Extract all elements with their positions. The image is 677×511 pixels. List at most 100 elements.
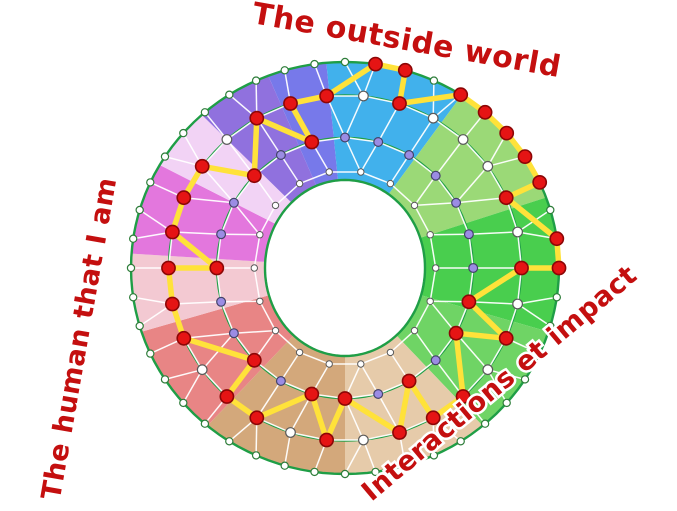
mesh-edge — [253, 267, 261, 302]
red-node — [392, 425, 407, 440]
mesh-edge — [274, 330, 301, 353]
node-mid-inner — [228, 197, 239, 208]
node-inner — [295, 348, 304, 357]
node-mid-inner — [275, 150, 286, 161]
node-mid-outer — [457, 134, 469, 145]
mesh-edge — [414, 202, 457, 207]
node-mid-outer — [358, 434, 369, 446]
mesh-edge — [172, 301, 222, 305]
red-node — [453, 87, 469, 103]
red-node — [425, 410, 441, 426]
node-inner — [410, 201, 419, 210]
ring-outline-3 — [263, 178, 427, 358]
mesh-edge — [344, 136, 379, 143]
node-inner — [325, 360, 333, 368]
red-node — [455, 389, 471, 404]
mesh-edge — [233, 202, 261, 236]
red-node — [532, 174, 548, 190]
mesh-edge — [408, 117, 434, 156]
node-inner — [256, 231, 264, 239]
mesh-edge — [455, 202, 470, 235]
node-inner — [357, 360, 365, 368]
mesh-edge — [220, 301, 235, 334]
mesh-edge — [468, 301, 518, 305]
node-mid-inner — [463, 229, 474, 240]
mesh-edge — [274, 183, 301, 206]
node-outer — [200, 419, 210, 428]
node-mid-inner — [275, 376, 286, 387]
node-inner — [386, 179, 395, 188]
mesh-edge — [360, 351, 391, 365]
node-outer — [280, 461, 289, 470]
node-inner — [357, 168, 365, 176]
node-mid-outer — [512, 298, 523, 310]
red-node — [477, 104, 493, 120]
node-outer — [429, 76, 439, 85]
mesh-edge — [435, 175, 457, 204]
mesh-edge — [233, 329, 276, 334]
red-node — [219, 389, 235, 404]
node-mid-inner — [430, 170, 441, 181]
node-mid-outer — [512, 226, 523, 238]
mesh-edge — [455, 165, 489, 204]
sector-purple — [201, 75, 317, 203]
sector-orchid — [131, 165, 276, 262]
node-outer — [146, 349, 155, 358]
red-node — [319, 432, 334, 448]
red-node — [304, 386, 320, 402]
red-node — [551, 260, 567, 276]
node-mid-outer — [482, 160, 494, 172]
red-node — [161, 260, 176, 276]
red-node — [246, 352, 262, 368]
node-mid-outer — [221, 134, 233, 145]
node-outer — [160, 152, 170, 161]
mesh-edge — [204, 111, 228, 140]
node-mid-inner — [404, 150, 415, 161]
node-outer — [160, 375, 170, 384]
mesh-edge — [377, 141, 410, 156]
node-outer — [401, 461, 410, 470]
node-inner — [250, 264, 259, 272]
mesh-edge — [164, 368, 203, 381]
node-outer — [146, 178, 155, 187]
node-inner — [295, 179, 304, 188]
mesh-edge — [183, 332, 234, 340]
mesh-edge — [430, 233, 469, 236]
node-inner — [426, 231, 434, 239]
red-node — [246, 168, 262, 184]
mesh-edge — [253, 234, 261, 269]
mesh-edge — [413, 330, 437, 361]
mesh-edge — [259, 300, 277, 331]
wheel-group — [126, 56, 567, 479]
mesh-edge — [201, 165, 235, 204]
mesh-edge — [344, 398, 365, 441]
node-outer — [251, 76, 261, 85]
node-outer — [135, 205, 144, 215]
node-mid-inner — [468, 263, 479, 274]
node-outer — [128, 234, 138, 243]
node-inner — [271, 201, 280, 210]
red-node — [448, 325, 464, 341]
mesh-edge — [325, 95, 346, 138]
mesh-edge — [344, 439, 365, 475]
mesh-edge — [280, 154, 301, 185]
red-node — [304, 134, 320, 150]
node-outer — [429, 451, 439, 460]
node-mid-inner — [430, 355, 441, 366]
node-mid-inner — [373, 137, 384, 148]
mesh-edge — [344, 137, 362, 173]
red-node — [397, 62, 413, 78]
red-node — [194, 158, 210, 174]
red-node — [498, 190, 514, 206]
node-outer — [552, 293, 562, 302]
node-mid-outer — [196, 364, 208, 376]
red-node — [498, 330, 514, 346]
mesh-edge — [389, 330, 416, 353]
mesh-edge — [432, 117, 464, 141]
red-node — [517, 149, 533, 164]
mesh-edge — [455, 332, 489, 371]
node-outer — [546, 205, 555, 215]
sector-tan-light — [345, 335, 483, 474]
